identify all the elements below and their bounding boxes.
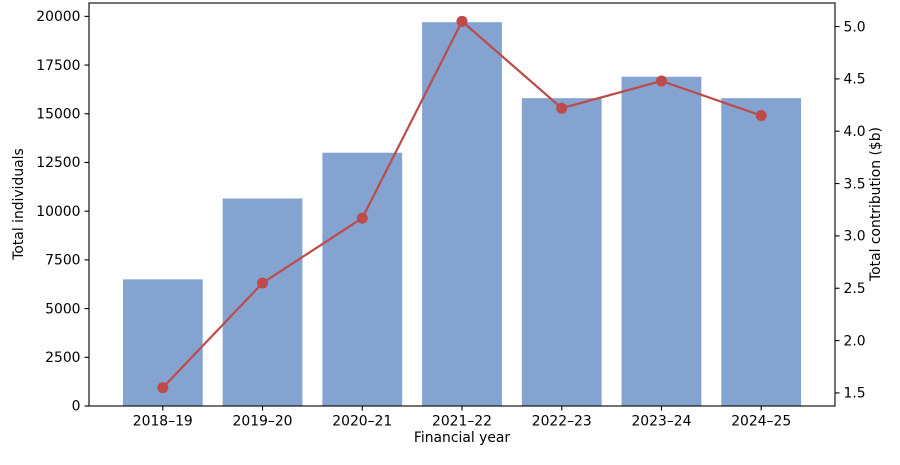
right-y-tick-label: 2.0 [844,333,866,349]
x-tick-label: 2019–20 [233,414,293,430]
x-tick-label: 2022–23 [532,414,592,430]
x-tick-label: 2021–22 [432,414,492,430]
left-y-tick-label: 0 [72,399,81,415]
line-marker [157,382,169,394]
right-y-tick-label: 4.0 [844,124,866,140]
line-marker [556,102,568,114]
right-y-tick-label: 5.0 [844,19,866,35]
right-y-tick-label: 3.0 [844,229,866,245]
x-tick-label: 2018–19 [133,414,193,430]
bar [521,98,602,407]
bar [721,98,802,407]
right-y-tick-label: 4.5 [844,72,866,88]
bar [621,76,702,407]
x-tick-label: 2023–24 [631,414,691,430]
line-marker [257,277,269,289]
left-y-tick-label: 7500 [45,253,80,269]
left-y-tick-label: 20000 [36,9,80,25]
left-y-tick-label: 10000 [36,204,80,220]
left-y-tick-label: 17500 [36,58,80,74]
x-tick-label: 2024–25 [731,414,791,430]
left-y-tick-label: 15000 [36,106,80,122]
left-y-tick-label: 5000 [45,301,80,317]
left-y-tick-label: 12500 [36,155,80,171]
x-tick-label: 2020–21 [332,414,392,430]
line-marker [655,75,667,87]
line-marker [456,15,468,27]
right-y-axis-title: Total contribution ($b) [868,127,885,281]
left-y-axis-title: Total individuals [11,148,28,260]
line-marker [356,212,368,224]
line-marker [755,110,767,122]
x-axis-title: Financial year [413,430,511,446]
right-y-tick-label: 3.5 [844,176,866,192]
right-y-tick-label: 2.5 [844,281,866,297]
bar [222,198,303,406]
bar [422,22,502,406]
left-y-tick-label: 2500 [45,350,80,366]
right-y-tick-label: 1.5 [844,386,866,402]
bar [322,152,403,406]
